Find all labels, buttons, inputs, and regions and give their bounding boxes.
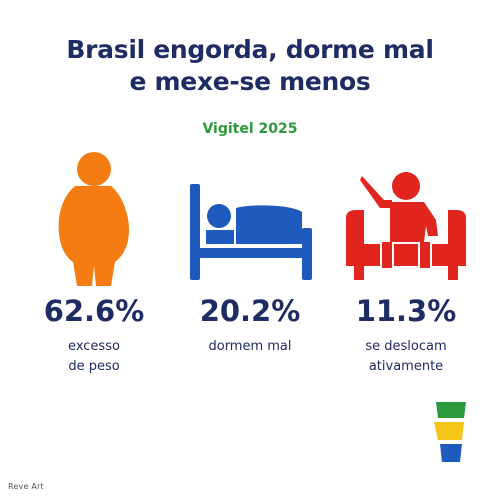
- stat-sleep: 20.2% dormem mal: [170, 293, 330, 357]
- title-line-2: e mexe-se menos: [129, 67, 371, 96]
- brand-logo-icon: [434, 400, 468, 464]
- sofa-person-icon: [340, 170, 472, 282]
- overweight-person-icon: [53, 150, 135, 288]
- bed-icon: [190, 184, 312, 280]
- stat-overweight: 62.6% excesso de peso: [14, 293, 174, 377]
- stat-value: 20.2%: [199, 294, 301, 328]
- stat-label-line-2: ativamente: [368, 359, 444, 374]
- stat-label-line-2: de peso: [68, 359, 120, 374]
- image-credit: Reve Art: [8, 482, 44, 491]
- page-title: Brasil engorda, dorme mal e mexe-se meno…: [0, 34, 500, 98]
- stat-label-line-1: se deslocam: [365, 339, 447, 354]
- subtitle: Vigitel 2025: [202, 121, 298, 137]
- stat-active-commute: 11.3% se deslocam ativamente: [326, 293, 486, 377]
- stat-value: 62.6%: [43, 294, 145, 328]
- stat-label-line-1: excesso: [68, 339, 120, 354]
- stat-value: 11.3%: [355, 294, 457, 328]
- title-line-1: Brasil engorda, dorme mal: [66, 35, 434, 64]
- stat-label-line-1: dormem mal: [208, 339, 292, 354]
